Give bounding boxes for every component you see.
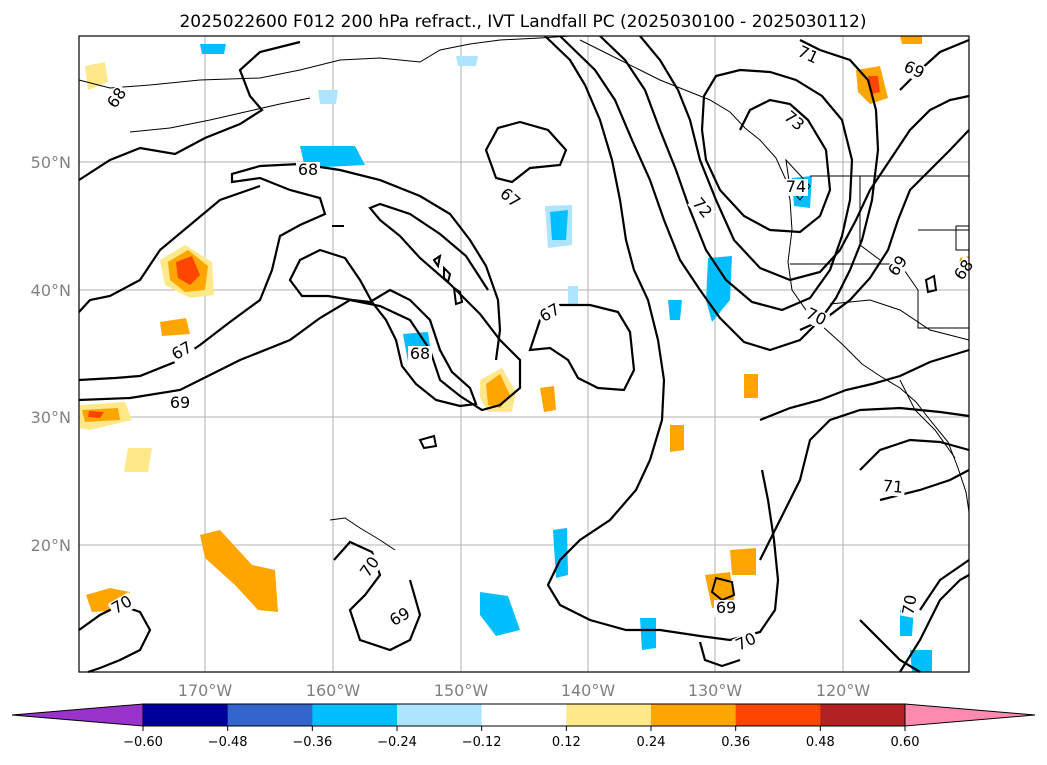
contour-label: 71 — [882, 476, 904, 497]
colorbar-extend-high — [904, 703, 1036, 727]
contour-label-bg — [408, 346, 432, 363]
lat-label: 20°N — [31, 536, 71, 555]
positive-fill-patches — [80, 36, 969, 612]
contour-label-bg — [107, 592, 137, 619]
contour-label-bg — [103, 83, 132, 113]
contour-label-bg — [731, 629, 761, 656]
contour-label-bg — [801, 304, 831, 331]
contour-label-bg — [714, 600, 738, 617]
colorbar-segment — [566, 704, 652, 726]
lon-label: 130°W — [688, 681, 743, 700]
contour-label: 69 — [716, 598, 736, 617]
colorbar-tick-label: −0.12 — [462, 735, 502, 750]
contour-label-bg — [385, 604, 415, 631]
contour-label: 74 — [786, 177, 806, 196]
contour-label-bg — [495, 184, 525, 213]
contour-label-bg — [884, 251, 913, 281]
lon-label: 120°W — [816, 681, 871, 700]
contour-label-bg — [356, 552, 385, 582]
contour-label-bg — [950, 255, 979, 285]
lon-labels: 170°W 160°W 150°W 140°W 130°W 120°W — [178, 681, 871, 700]
colorbar-tick-label: 0.24 — [637, 735, 666, 750]
colorbar-frame — [142, 703, 906, 727]
small-contours — [332, 225, 938, 602]
contour-label-bg — [296, 162, 320, 179]
contour-label-bg — [900, 591, 921, 619]
negative-fill-patches — [200, 44, 932, 672]
colorbar-tick-label: 0.12 — [552, 735, 581, 750]
lat-label: 40°N — [31, 281, 71, 300]
contour-label-bg — [168, 395, 192, 412]
colorbar-extend-low — [11, 703, 144, 727]
colorbar-segment — [481, 704, 567, 726]
colorbar-segment — [143, 704, 229, 726]
contour-label: 69 — [170, 393, 190, 412]
colorbar-segment — [735, 704, 821, 726]
colorbar-tick-label: −0.36 — [292, 735, 332, 750]
colorbar-tick-label: −0.48 — [208, 735, 248, 750]
contour-label-bg — [167, 338, 197, 365]
map-frame — [78, 35, 970, 673]
contour-lines — [78, 35, 970, 674]
contour-label: 68 — [298, 160, 318, 179]
colorbar-tick-label: −0.60 — [123, 735, 163, 750]
figure-title: 2025022600 F012 200 hPa refract., IVT La… — [179, 12, 866, 32]
lon-label: 140°W — [561, 681, 616, 700]
colorbar-tick-label: 0.48 — [806, 735, 835, 750]
colorbar-segment — [312, 704, 398, 726]
lat-label: 50°N — [31, 153, 71, 172]
colorbar-segment — [651, 704, 737, 726]
colorbar: −0.60 −0.48 −0.36 −0.24 −0.12 0.12 0.24 0.36 0.4… — [11, 703, 1036, 750]
contour-label-bg — [784, 179, 808, 196]
colorbar-segment — [227, 704, 313, 726]
colorbar-segment — [820, 704, 906, 726]
contour-label: 68 — [410, 344, 430, 363]
colorbar-tick-label: 0.36 — [721, 735, 750, 750]
colorbar-segment — [397, 704, 483, 726]
lat-label: 30°N — [31, 408, 71, 427]
contour-label-bg — [793, 42, 823, 69]
contour-label-bg — [779, 107, 809, 136]
colorbar-tick-label: 0.60 — [891, 735, 920, 750]
colorbar-tick-label: −0.24 — [377, 735, 417, 750]
contour-label-bg — [899, 57, 929, 84]
lon-label: 160°W — [306, 681, 361, 700]
contour-label-bg — [880, 477, 906, 498]
map-background — [79, 36, 969, 672]
lat-labels: 50°N 40°N 30°N 20°N — [31, 153, 71, 555]
contour-label-bg — [535, 300, 565, 327]
contour-label-bg — [687, 193, 716, 223]
contour-label: 70 — [898, 593, 920, 616]
lon-label: 170°W — [178, 681, 233, 700]
lon-label: 150°W — [434, 681, 489, 700]
